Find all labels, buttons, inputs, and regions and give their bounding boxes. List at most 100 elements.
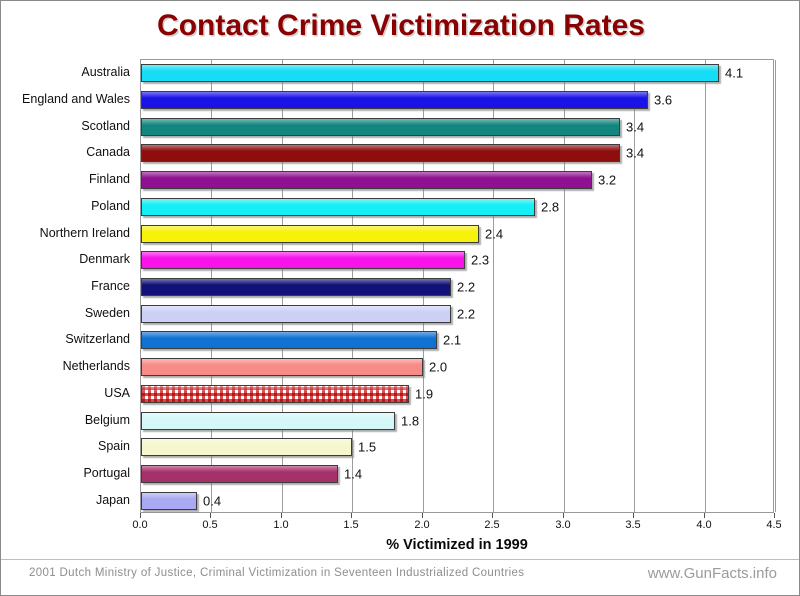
bar-row: 3.6	[141, 91, 773, 109]
category-label-portugal: Portugal	[83, 465, 130, 480]
bar-northern-ireland[interactable]	[141, 225, 479, 243]
category-label-sweden: Sweden	[84, 305, 130, 320]
bar-gloss	[142, 92, 647, 99]
bar-switzerland[interactable]	[141, 331, 437, 349]
bar-value-label: 2.4	[485, 226, 504, 242]
x-tick-mark	[210, 513, 211, 518]
category-label-belgium: Belgium	[84, 412, 130, 427]
bar-gloss	[142, 172, 591, 179]
x-tick-label: 0.0	[132, 519, 148, 531]
bar-finland[interactable]	[141, 171, 592, 189]
category-label-japan: Japan	[95, 492, 130, 507]
bar-gloss	[142, 466, 337, 473]
x-tick-mark	[492, 513, 493, 518]
bar-denmark[interactable]	[141, 251, 465, 269]
bar-canada[interactable]	[141, 144, 620, 162]
bar-value-label: 3.4	[626, 119, 645, 135]
bar-gloss	[142, 65, 718, 72]
bar-gloss	[142, 439, 351, 446]
x-tick-label: 4.0	[696, 519, 712, 531]
bar-value-label: 0.4	[203, 493, 222, 509]
category-label-australia: Australia	[81, 65, 130, 80]
x-tick-mark	[351, 513, 352, 518]
bar-row: 2.2	[141, 305, 773, 323]
bar-row: 1.5	[141, 438, 773, 456]
category-label-usa: USA	[104, 385, 130, 400]
x-tick-mark	[633, 513, 634, 518]
x-tick-mark	[422, 513, 423, 518]
bar-portugal[interactable]	[141, 465, 338, 483]
gridline	[775, 60, 776, 512]
bar-england-and-wales[interactable]	[141, 91, 648, 109]
x-tick-mark	[140, 513, 141, 518]
bar-value-label: 1.8	[401, 413, 420, 429]
bars-layer: 4.1 3.6 3.4 3.4 3.2 2.8 2.4 2.3 2.2 2.2 2.1 2.0 1.9 1…	[141, 60, 773, 512]
bar-gloss	[142, 306, 450, 313]
bar-row: 2.3	[141, 251, 773, 269]
x-tick-mark	[774, 513, 775, 518]
x-tick-label: 1.0	[273, 519, 289, 531]
category-label-england-and-wales: England and Wales	[22, 92, 130, 107]
bar-japan[interactable]	[141, 492, 197, 510]
page-title: Contact Crime Victimization Rates	[157, 9, 645, 42]
bar-row: 4.1	[141, 64, 773, 82]
bar-gloss	[142, 413, 394, 420]
category-label-poland: Poland	[91, 198, 130, 213]
x-tick-label: 3.5	[625, 519, 641, 531]
bar-australia[interactable]	[141, 64, 719, 82]
bar-gloss	[142, 386, 408, 393]
bar-row: 2.1	[141, 331, 773, 349]
bar-value-label: 2.0	[429, 359, 448, 375]
bar-gloss	[142, 119, 619, 126]
bar-poland[interactable]	[141, 198, 535, 216]
bar-row: 1.4	[141, 465, 773, 483]
x-tick-label: 1.5	[343, 519, 359, 531]
bar-row: 3.2	[141, 171, 773, 189]
gridline	[564, 60, 565, 512]
category-label-netherlands: Netherlands	[62, 359, 130, 374]
bar-spain[interactable]	[141, 438, 352, 456]
bar-value-label: 2.1	[443, 332, 462, 348]
bar-france[interactable]	[141, 278, 451, 296]
bar-value-label: 2.3	[471, 252, 490, 268]
bar-row: 1.9	[141, 385, 773, 403]
bar-value-label: 1.4	[344, 466, 363, 482]
bar-sweden[interactable]	[141, 305, 451, 323]
category-label-scotland: Scotland	[81, 118, 130, 133]
x-tick-mark	[563, 513, 564, 518]
bar-value-label: 2.2	[457, 306, 476, 322]
category-label-spain: Spain	[98, 439, 130, 454]
bar-value-label: 2.8	[541, 199, 560, 215]
bar-value-label: 1.5	[358, 439, 377, 455]
bar-row: 3.4	[141, 118, 773, 136]
category-label-denmark: Denmark	[79, 252, 130, 267]
bar-gloss	[142, 359, 422, 366]
bar-row: 2.0	[141, 358, 773, 376]
bar-row: 2.8	[141, 198, 773, 216]
bar-usa[interactable]	[141, 385, 409, 403]
bar-row: 2.4	[141, 225, 773, 243]
bar-row: 2.2	[141, 278, 773, 296]
bar-row: 0.4	[141, 492, 773, 510]
bar-gloss	[142, 199, 534, 206]
bar-netherlands[interactable]	[141, 358, 423, 376]
bar-belgium[interactable]	[141, 412, 395, 430]
x-tick-label: 4.5	[766, 519, 782, 531]
x-axis: 0.0 0.5 1.0 1.5 2.0 2.5 3.0 3.5 4.0 4.5	[132, 513, 782, 535]
bar-scotland[interactable]	[141, 118, 620, 136]
x-tick-label: 2.0	[414, 519, 430, 531]
source-citation: 2001 Dutch Ministry of Justice, Criminal…	[29, 567, 525, 579]
x-axis-title: % Victimized in 1999	[386, 537, 528, 553]
bar-value-label: 4.1	[725, 65, 744, 81]
x-tick-label: 0.5	[202, 519, 218, 531]
bar-value-label: 1.9	[415, 386, 434, 402]
gridline	[634, 60, 635, 512]
bar-value-label: 3.6	[654, 92, 673, 108]
site-attribution: www.GunFacts.info	[647, 565, 777, 582]
x-tick-mark	[281, 513, 282, 518]
bar-value-label: 2.2	[457, 279, 476, 295]
bar-row: 1.8	[141, 412, 773, 430]
category-label-switzerland: Switzerland	[65, 332, 130, 347]
category-label-canada: Canada	[86, 145, 130, 160]
